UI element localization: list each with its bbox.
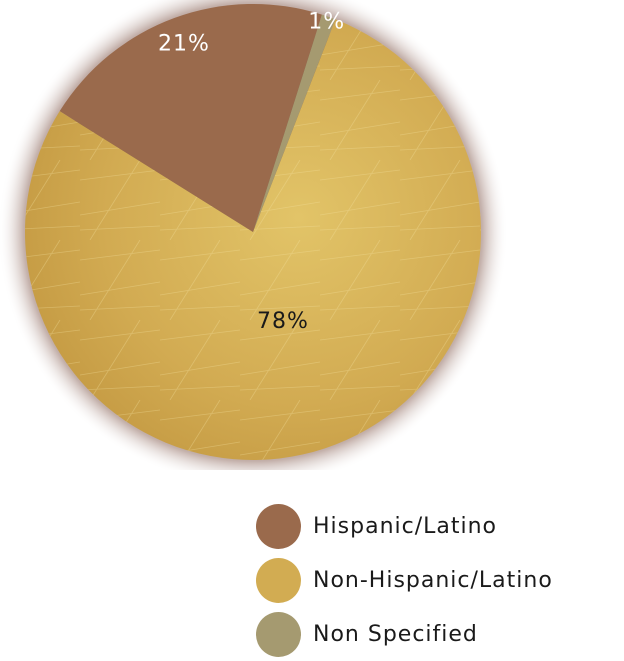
legend-swatch-non-hispanic — [256, 557, 301, 603]
legend-item-hispanic: Hispanic/Latino — [256, 499, 553, 553]
pie-chart: 21% 1% 78% — [0, 0, 508, 470]
legend: Hispanic/Latino Non-Hispanic/Latino Non … — [256, 499, 553, 661]
legend-swatch-hispanic — [256, 503, 301, 549]
slice-label-hispanic: 21% — [158, 31, 210, 56]
legend-item-non-hispanic: Non-Hispanic/Latino — [256, 553, 553, 607]
slice-hispanic — [59, 3, 322, 232]
legend-item-non-specified: Non Specified — [256, 607, 553, 661]
slice-label-non-hispanic: 78% — [257, 309, 309, 334]
legend-label-non-specified: Non Specified — [313, 621, 478, 647]
legend-label-non-hispanic: Non-Hispanic/Latino — [313, 567, 553, 593]
slice-non-specified — [253, 14, 336, 232]
slice-texture — [24, 19, 482, 460]
legend-label-hispanic: Hispanic/Latino — [313, 513, 498, 539]
slice-label-non-specified: 1% — [308, 10, 345, 35]
legend-swatch-non-specified — [256, 611, 301, 657]
